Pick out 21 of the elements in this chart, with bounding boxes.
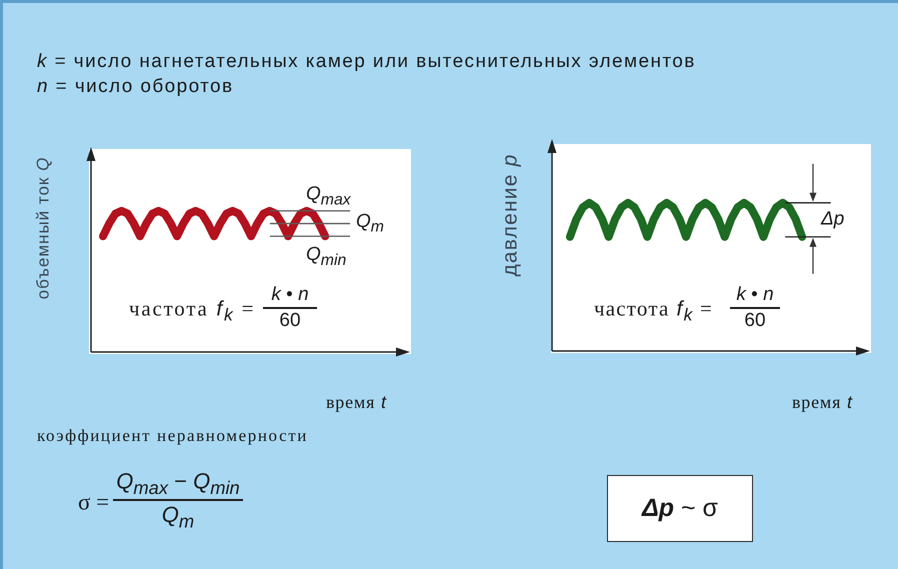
annotation: 60 xyxy=(279,310,301,331)
y-axis-title: давление p xyxy=(498,153,522,277)
y-axis-title: объемный ток Q xyxy=(34,156,53,300)
ref-line-label: Q$_{m}$ xyxy=(356,210,384,236)
text: коэффициент неравномерности xyxy=(37,426,308,445)
x-axis-title: время t xyxy=(326,392,387,412)
text: Q$_{m}$ xyxy=(162,502,194,532)
annotation: частота f$_{k}$ = xyxy=(594,296,714,324)
ref-line-label: Q$_{max}$ xyxy=(306,183,351,208)
formula-box: Δp ~ σ xyxy=(607,475,753,542)
text: k = число нагнетательных камер или вытеснительных элементов xyxy=(37,51,696,72)
annotation: частота f$_{k}$ = xyxy=(129,296,256,324)
text: n = число оборотов xyxy=(37,76,234,97)
text: Q$_{max}$ − Q$_{min}$ xyxy=(116,468,240,498)
text: σ = xyxy=(78,489,110,514)
ref-line-label: Q$_{min}$ xyxy=(306,244,346,270)
text: Δp xyxy=(821,208,844,230)
x-axis-title: время t xyxy=(792,392,853,412)
annotation: k • n xyxy=(271,284,309,306)
annotation: 60 xyxy=(744,310,766,331)
annotation: k • n xyxy=(736,284,774,306)
